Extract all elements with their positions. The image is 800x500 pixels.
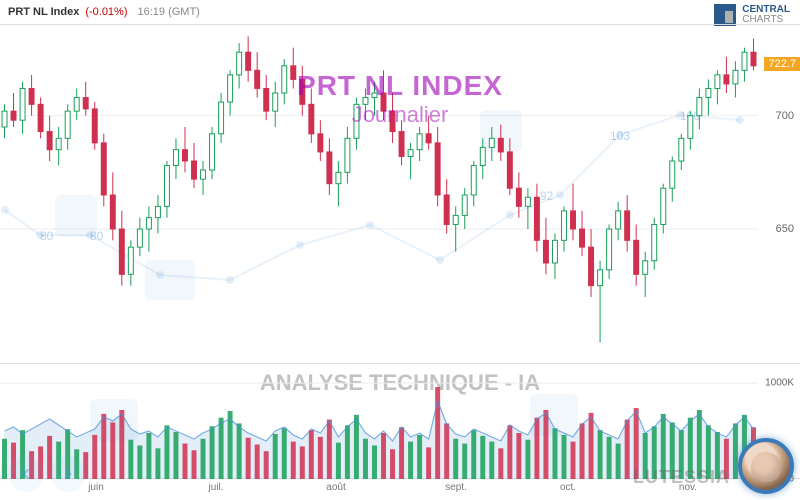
x-tick-label: juil. bbox=[208, 482, 223, 493]
vol-y-tick: 1000K bbox=[765, 378, 794, 389]
ticker-symbol: PRT NL Index bbox=[8, 6, 79, 18]
price-chart[interactable]: 808092103100 PRT NL INDEX Journalier 650… bbox=[0, 24, 800, 364]
svg-text:103: 103 bbox=[610, 129, 630, 143]
timestamp: 16:19 (GMT) bbox=[138, 6, 200, 18]
x-tick-label: oct. bbox=[560, 482, 576, 493]
y-tick-label: 650 bbox=[776, 223, 794, 235]
chart-header: PRT NL Index (-0.01%) 16:19 (GMT) CENTRA… bbox=[0, 0, 800, 24]
provider-logo: CENTRAL CHARTS bbox=[714, 4, 790, 26]
y-tick-label: 700 bbox=[776, 110, 794, 122]
price-change: (-0.01%) bbox=[85, 6, 127, 18]
volume-plot-area bbox=[0, 364, 758, 478]
price-y-axis: 650 700 722.7 bbox=[758, 25, 800, 363]
volume-chart[interactable]: ANALYSE TECHNIQUE - IA 0001000K bbox=[0, 364, 800, 479]
x-tick-label: juin bbox=[88, 482, 104, 493]
x-tick-label: sept. bbox=[445, 482, 467, 493]
nav-next-button[interactable] bbox=[50, 456, 86, 492]
current-price-badge: 722.7 bbox=[764, 57, 800, 71]
brand-watermark: LUTESSIA bbox=[633, 467, 730, 488]
logo-icon bbox=[714, 4, 736, 26]
svg-text:80: 80 bbox=[40, 229, 54, 243]
x-tick-label: août bbox=[326, 482, 345, 493]
candle-plot-area: 808092103100 bbox=[0, 25, 758, 363]
svg-text:92: 92 bbox=[540, 189, 554, 203]
assistant-avatar[interactable] bbox=[738, 438, 794, 494]
nav-prev-button[interactable] bbox=[8, 456, 44, 492]
